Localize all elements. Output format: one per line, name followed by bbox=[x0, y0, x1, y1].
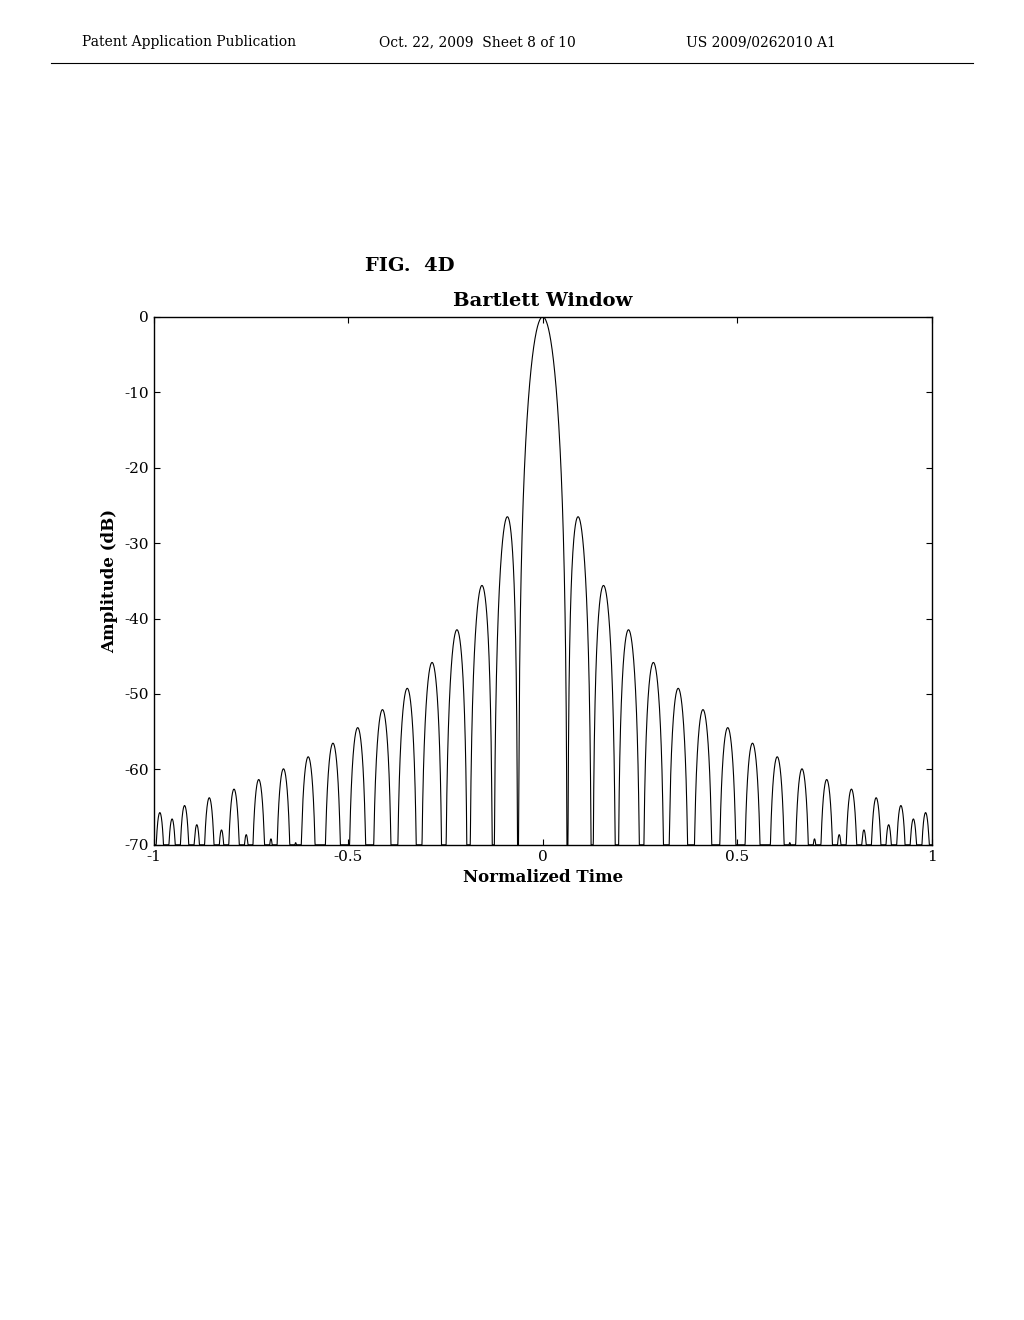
Title: Bartlett Window: Bartlett Window bbox=[453, 292, 633, 310]
Text: FIG.  4D: FIG. 4D bbox=[365, 256, 455, 275]
Text: Patent Application Publication: Patent Application Publication bbox=[82, 36, 296, 49]
X-axis label: Normalized Time: Normalized Time bbox=[463, 869, 623, 886]
Y-axis label: Amplitude (dB): Amplitude (dB) bbox=[101, 508, 119, 653]
Text: US 2009/0262010 A1: US 2009/0262010 A1 bbox=[686, 36, 836, 49]
Text: Oct. 22, 2009  Sheet 8 of 10: Oct. 22, 2009 Sheet 8 of 10 bbox=[379, 36, 575, 49]
